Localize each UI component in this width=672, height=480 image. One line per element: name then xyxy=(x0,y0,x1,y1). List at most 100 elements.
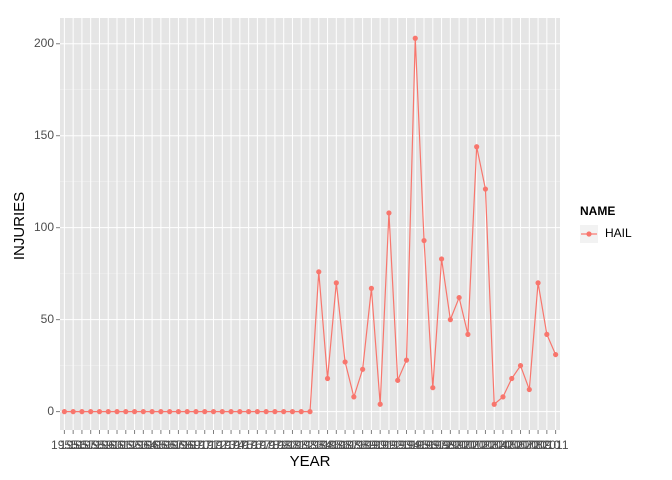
x-tick-label: 1977 xyxy=(244,438,271,452)
data-point xyxy=(465,331,471,337)
x-tick-label: 1960 xyxy=(95,438,122,452)
x-tick-label: 1963 xyxy=(121,438,148,452)
x-tick-label: 1987 xyxy=(332,438,359,452)
data-point xyxy=(237,409,243,415)
data-point xyxy=(105,409,111,415)
data-point xyxy=(193,409,199,415)
data-point xyxy=(491,401,497,407)
x-tick-label: 1967 xyxy=(156,438,183,452)
y-tick-label: 150 xyxy=(34,128,54,142)
x-tick-label: 2007 xyxy=(507,438,534,452)
y-axis-label: INJURIES xyxy=(11,192,28,260)
data-point xyxy=(184,409,190,415)
data-point xyxy=(482,186,489,192)
data-point xyxy=(79,409,85,415)
data-point xyxy=(509,375,515,382)
x-tick-label: 1996 xyxy=(411,438,438,452)
x-tick-label: 2005 xyxy=(490,438,517,452)
x-tick-label: 2000 xyxy=(446,438,473,452)
y-tick-label: 0 xyxy=(47,404,54,418)
x-tick-label: 1974 xyxy=(218,438,245,452)
x-tick-label: 1970 xyxy=(183,438,210,452)
data-point xyxy=(500,394,506,400)
x-tick-label: 2009 xyxy=(525,438,552,452)
x-tick-label: 1962 xyxy=(112,438,139,452)
x-tick-label: 1975 xyxy=(226,438,253,452)
data-point xyxy=(324,375,331,382)
data-point xyxy=(307,409,313,415)
x-tick-label: 1968 xyxy=(165,438,192,452)
data-point xyxy=(210,409,217,415)
data-point xyxy=(123,409,129,415)
x-tick-label: 1982 xyxy=(288,438,315,452)
x-tick-label: 1990 xyxy=(358,438,385,452)
x-tick-label: 1971 xyxy=(191,438,218,452)
data-point xyxy=(245,409,252,415)
data-point xyxy=(517,363,524,369)
data-point xyxy=(377,401,383,407)
data-point xyxy=(70,409,76,415)
x-tick-label: 1989 xyxy=(349,438,376,452)
data-point xyxy=(333,280,339,286)
y-tick-label: 100 xyxy=(34,220,54,234)
x-tick-label: 1999 xyxy=(437,438,464,452)
data-point xyxy=(219,409,225,415)
x-tick-label: 1984 xyxy=(305,438,332,452)
x-tick-label: 1976 xyxy=(235,438,262,452)
data-point xyxy=(368,285,375,291)
x-tick-label: 1998 xyxy=(428,438,455,452)
x-tick-label: 1978 xyxy=(253,438,280,452)
x-tick-label: 1992 xyxy=(376,438,403,452)
data-point xyxy=(202,409,208,415)
data-point xyxy=(360,366,366,372)
y-tick-label: 50 xyxy=(41,312,55,326)
data-point xyxy=(316,269,322,275)
x-tick-label: 1988 xyxy=(341,438,368,452)
data-point xyxy=(289,409,296,415)
legend-label: HAIL xyxy=(605,226,632,240)
data-point xyxy=(175,409,182,415)
data-point xyxy=(553,351,559,358)
x-tick-label: 1972 xyxy=(200,438,227,452)
x-tick-label: 1956 xyxy=(60,438,87,452)
x-tick-label: 1961 xyxy=(104,438,131,452)
x-tick-label: 1981 xyxy=(279,438,306,452)
x-tick-label: 1957 xyxy=(69,438,96,452)
data-point xyxy=(403,357,410,363)
data-point xyxy=(526,386,532,393)
data-point xyxy=(342,359,348,365)
data-point xyxy=(228,409,234,415)
x-tick-label: 1997 xyxy=(419,438,446,452)
x-tick-label: 2006 xyxy=(498,438,525,452)
x-tick-label: 2011 xyxy=(543,438,569,452)
x-tick-label: 1955 xyxy=(51,438,78,452)
x-tick-label: 2004 xyxy=(481,438,508,452)
x-tick-label: 1993 xyxy=(384,438,411,452)
data-point xyxy=(263,409,269,415)
data-point xyxy=(298,409,304,415)
data-point xyxy=(430,385,436,391)
data-point xyxy=(474,144,480,150)
x-tick-label: 1986 xyxy=(323,438,350,452)
x-tick-label: 2001 xyxy=(455,438,482,452)
x-tick-label: 1973 xyxy=(209,438,236,452)
legend-title: NAME xyxy=(580,204,615,218)
x-tick-label: 1979 xyxy=(262,438,289,452)
x-tick-label: 1991 xyxy=(367,438,394,452)
legend-point xyxy=(586,231,592,237)
data-point xyxy=(61,409,67,415)
x-tick-label: 1959 xyxy=(86,438,113,452)
data-point xyxy=(96,409,103,415)
data-point xyxy=(281,409,287,415)
x-tick-label: 1995 xyxy=(402,438,429,452)
x-tick-label: 1966 xyxy=(148,438,175,452)
x-tick-label: 1980 xyxy=(270,438,297,452)
x-tick-label: 2010 xyxy=(533,438,560,452)
data-point xyxy=(88,409,94,415)
x-tick-label: 1985 xyxy=(314,438,341,452)
x-axis-label: YEAR xyxy=(290,453,331,470)
x-tick-label: 2008 xyxy=(516,438,543,452)
x-tick-label: 1983 xyxy=(297,438,324,452)
x-tick-label: 2002 xyxy=(463,438,490,452)
